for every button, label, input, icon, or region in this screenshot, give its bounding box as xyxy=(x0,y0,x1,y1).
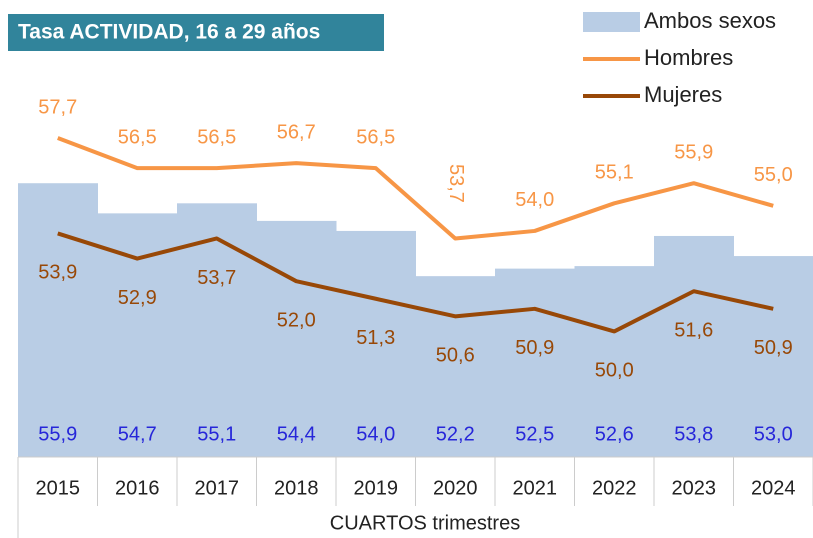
line-value-label: 52,9 xyxy=(118,287,157,309)
line-value-label: 51,3 xyxy=(356,327,395,349)
bar xyxy=(415,276,496,457)
line-value-label: 51,6 xyxy=(674,320,713,342)
bar xyxy=(574,266,655,457)
x-tick-label: 2019 xyxy=(354,477,399,499)
line-value-label: 50,0 xyxy=(595,360,634,382)
bar-value-label: 55,9 xyxy=(38,423,77,445)
line-value-label: 53,9 xyxy=(38,262,77,284)
line-value-label: 56,5 xyxy=(118,126,157,148)
bar-value-label: 54,0 xyxy=(356,423,395,445)
x-tick-label: 2017 xyxy=(195,477,240,499)
line-value-label: 50,6 xyxy=(436,345,475,367)
line-value-label: 56,5 xyxy=(197,126,236,148)
line-value-label: 50,9 xyxy=(754,337,793,359)
bar-value-label: 54,4 xyxy=(277,423,316,445)
bar xyxy=(654,235,734,457)
chart-title: Tasa ACTIVIDAD, 16 a 29 años xyxy=(18,21,320,44)
x-tick-label: 2018 xyxy=(274,477,319,499)
x-tick-label: 2023 xyxy=(672,477,717,499)
bar xyxy=(18,183,98,457)
bar xyxy=(256,220,337,457)
x-tick-label: 2021 xyxy=(513,477,558,499)
line-value-label: 53,7 xyxy=(197,267,236,289)
bar-value-label: 52,2 xyxy=(436,423,475,445)
bar-value-label: 52,6 xyxy=(595,423,634,445)
line-value-label: 57,7 xyxy=(38,96,77,118)
line-value-label: 56,5 xyxy=(356,126,395,148)
bar-value-label: 55,1 xyxy=(197,423,236,445)
line-value-label: 53,7 xyxy=(445,164,467,203)
bar-value-label: 53,0 xyxy=(754,423,793,445)
bar xyxy=(733,256,813,457)
x-tick-label: 2020 xyxy=(433,477,478,499)
bar-value-label: 53,8 xyxy=(674,423,713,445)
x-tick-label: 2024 xyxy=(751,477,796,499)
line xyxy=(57,231,774,334)
legend-swatch xyxy=(583,12,640,32)
legend-label: Mujeres xyxy=(644,82,722,107)
x-tick-label: 2016 xyxy=(115,477,160,499)
bar xyxy=(336,230,416,457)
bar-value-label: 54,7 xyxy=(118,423,157,445)
bar xyxy=(97,213,178,457)
line xyxy=(57,136,774,241)
line-value-label: 54,0 xyxy=(515,189,554,211)
line-value-label: 55,1 xyxy=(595,162,634,184)
line-value-label: 50,9 xyxy=(515,337,554,359)
bar xyxy=(177,203,257,457)
x-tick-label: 2022 xyxy=(592,477,637,499)
bar-value-label: 52,5 xyxy=(515,423,554,445)
x-axis-label: CUARTOS trimestres xyxy=(330,512,520,534)
title-box xyxy=(8,14,384,51)
x-tick-label: 2015 xyxy=(36,477,81,499)
legend-label: Ambos sexos xyxy=(644,8,776,33)
line-value-label: 55,0 xyxy=(754,164,793,186)
line-value-label: 56,7 xyxy=(277,121,316,143)
line-value-label: 52,0 xyxy=(277,309,316,331)
legend-label: Hombres xyxy=(644,45,733,70)
bar xyxy=(495,268,575,457)
line-value-label: 55,9 xyxy=(674,141,713,163)
